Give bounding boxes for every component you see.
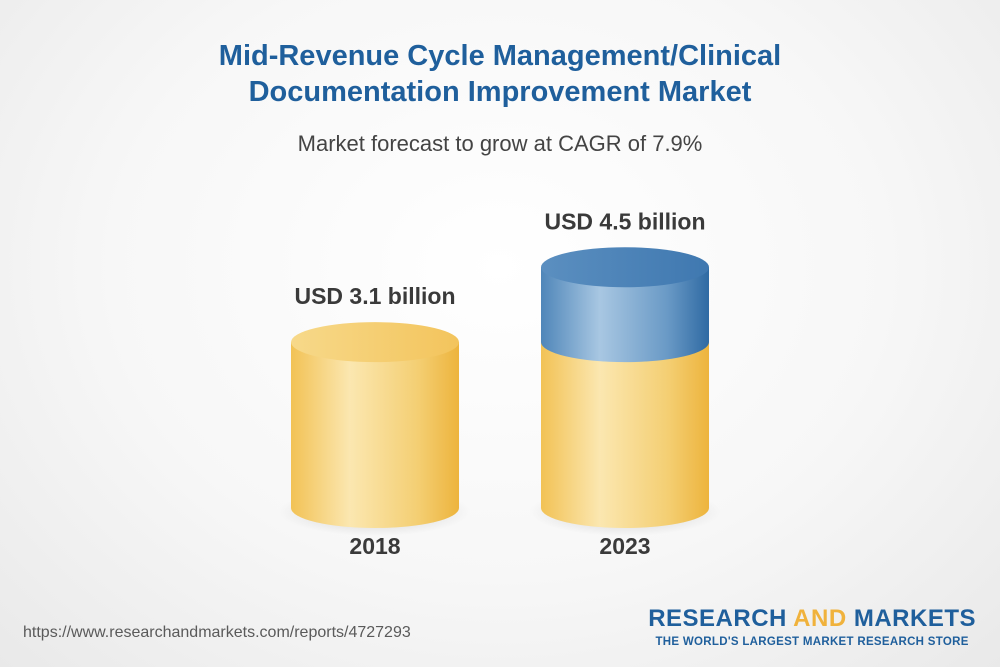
brand-name-part-3: MARKETS — [846, 605, 976, 632]
bar-top-cap — [291, 322, 459, 363]
brand-name-part-1: RESEARCH — [648, 605, 794, 632]
bar-top-cap — [541, 247, 709, 288]
chart-title-line-1: Mid-Revenue Cycle Management/Clinical — [218, 40, 782, 72]
bars-layer: USD 3.1 billion 2018 USD 4.5 billion 2023 — [279, 208, 721, 559]
chart-subtitle: Market forecast to grow at CAGR of 7.9% — [297, 131, 703, 156]
brand-tagline: THE WORLD'S LARGEST MARKET RESEARCH STOR… — [655, 636, 969, 648]
brand-logo: RESEARCH AND MARKETS THE WORLD'S LARGEST… — [648, 606, 976, 650]
brand-name: RESEARCH AND MARKETS — [648, 606, 976, 632]
bar-body-base — [291, 342, 459, 528]
category-label: 2023 — [599, 533, 650, 559]
bar-body-base — [541, 342, 709, 528]
chart-title-line-2: Documentation Improvement Market — [248, 76, 752, 108]
chart-title: Mid-Revenue Cycle Management/Clinical Do… — [0, 38, 1000, 110]
bar-2018: USD 3.1 billion 2018 — [279, 283, 471, 559]
bar-body-growth — [541, 267, 709, 363]
bar-2023: USD 4.5 billion 2023 — [529, 208, 721, 559]
source-url[interactable]: https://www.researchandmarkets.com/repor… — [23, 624, 411, 641]
category-label: 2018 — [349, 533, 400, 559]
brand-name-and: AND — [793, 605, 847, 632]
data-label: USD 4.5 billion — [544, 208, 705, 234]
data-label: USD 3.1 billion — [294, 283, 455, 309]
